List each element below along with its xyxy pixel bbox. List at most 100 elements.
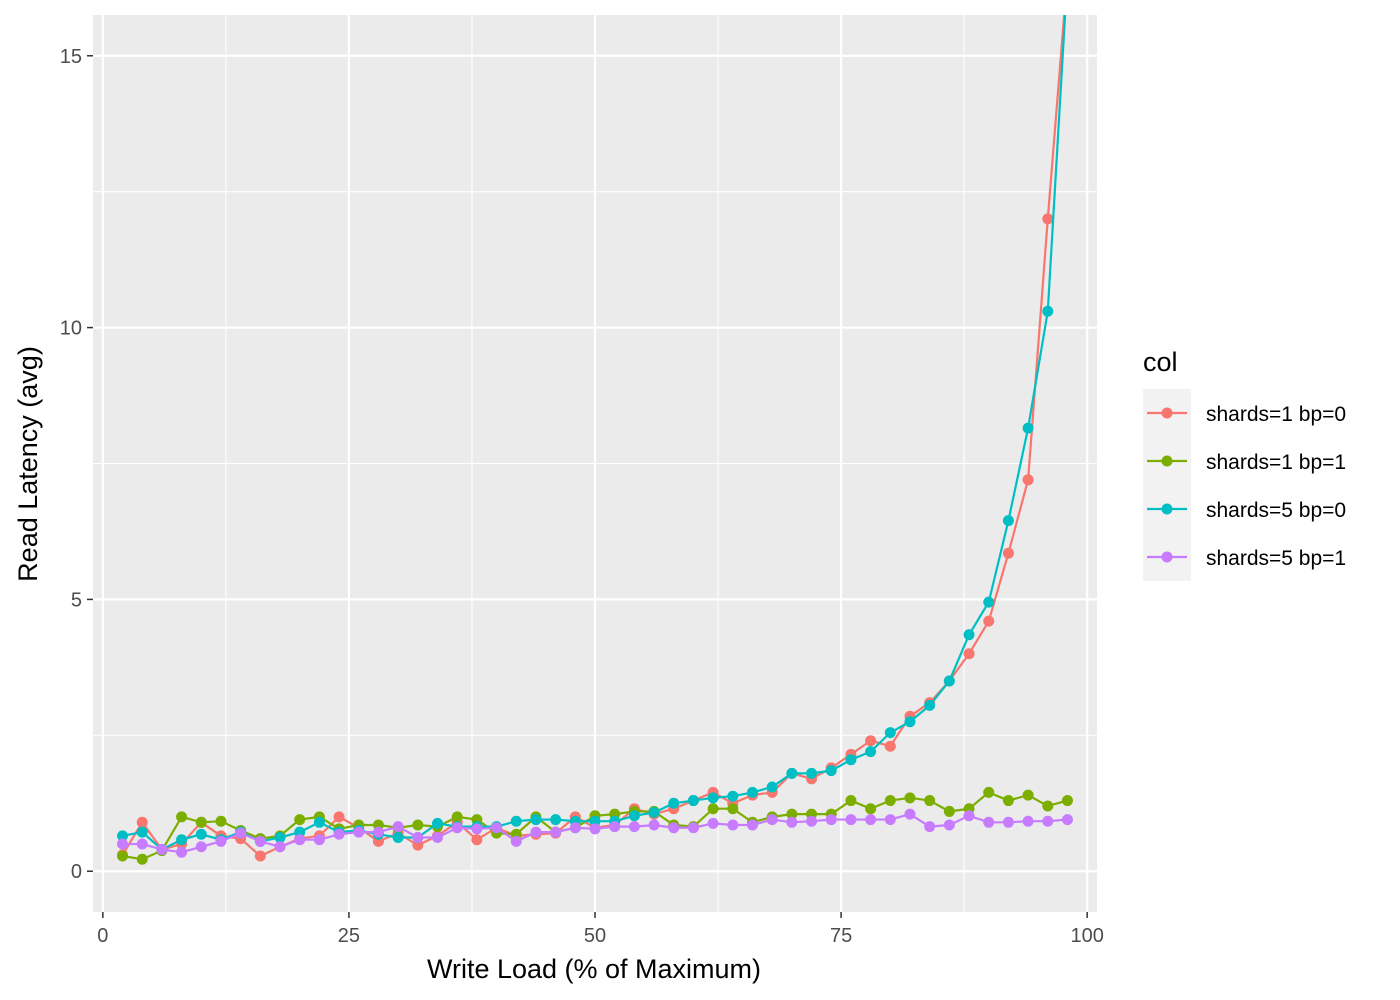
data-point <box>865 746 877 758</box>
data-point <box>136 816 148 828</box>
data-point <box>215 815 227 827</box>
data-point <box>727 790 739 802</box>
data-point <box>313 834 325 846</box>
data-point <box>727 819 739 831</box>
y-axis-title: Read Latency (avg) <box>13 346 43 582</box>
grid-lines <box>93 15 1097 912</box>
data-point <box>766 814 778 826</box>
data-point <box>451 811 463 823</box>
data-point <box>392 821 404 833</box>
x-tick-label: 25 <box>338 925 360 947</box>
axes: 0 25 50 75 100 0 5 10 15 <box>60 46 1104 947</box>
data-point <box>1002 795 1014 807</box>
legend-label: shards=1 bp=1 <box>1206 451 1346 474</box>
y-tick-label: 15 <box>60 46 82 68</box>
data-point <box>904 716 916 728</box>
data-point <box>1002 515 1014 527</box>
data-point <box>372 826 384 838</box>
data-point <box>786 816 798 828</box>
data-point <box>668 822 680 834</box>
x-tick-label: 100 <box>1070 925 1103 947</box>
data-point <box>156 843 168 855</box>
data-point <box>865 735 877 747</box>
data-point <box>746 786 758 798</box>
legend-label: shards=5 bp=1 <box>1206 547 1346 570</box>
data-point <box>294 834 306 846</box>
legend-item: shards=5 bp=1 <box>1147 547 1346 570</box>
data-point <box>353 826 365 838</box>
data-point <box>687 795 699 807</box>
data-point <box>648 819 660 831</box>
data-point <box>451 822 463 834</box>
series-3 <box>117 15 1067 855</box>
data-point <box>1022 789 1034 801</box>
data-point <box>117 838 129 850</box>
data-point <box>865 814 877 826</box>
data-point <box>904 808 916 820</box>
data-point <box>1042 305 1054 317</box>
data-point <box>1061 814 1073 826</box>
x-tick-label: 75 <box>830 925 852 947</box>
data-point <box>550 826 562 838</box>
data-point <box>195 841 207 853</box>
data-point <box>845 814 857 826</box>
data-point <box>412 819 424 831</box>
data-point <box>136 838 148 850</box>
data-point <box>1061 795 1073 807</box>
legend-key-background <box>1143 389 1191 581</box>
data-point <box>825 814 837 826</box>
data-point <box>530 814 542 826</box>
data-point <box>746 819 758 831</box>
data-point <box>766 781 778 793</box>
data-point <box>392 832 404 844</box>
data-point <box>845 795 857 807</box>
y-tick-label: 10 <box>60 318 82 340</box>
data-point <box>983 615 995 627</box>
legend-point-swatch <box>1161 407 1173 419</box>
data-point <box>412 839 424 851</box>
data-point <box>628 821 640 833</box>
data-point <box>1022 474 1034 486</box>
data-point <box>983 596 995 608</box>
legend-point-swatch <box>1161 503 1173 515</box>
data-point <box>648 807 660 819</box>
data-point <box>432 832 444 844</box>
data-point <box>1042 815 1054 827</box>
data-point <box>904 792 916 804</box>
data-point <box>1002 816 1014 828</box>
legend-item: shards=5 bp=0 <box>1147 499 1346 522</box>
y-tick-label: 0 <box>71 861 82 883</box>
data-point <box>707 817 719 829</box>
legend-item: shards=1 bp=0 <box>1147 403 1346 426</box>
data-point <box>510 835 522 847</box>
data-point <box>943 819 955 831</box>
data-point <box>117 830 129 842</box>
data-point <box>195 828 207 840</box>
data-point <box>924 699 936 711</box>
data-point <box>569 822 581 834</box>
data-point <box>786 767 798 779</box>
data-point <box>943 675 955 687</box>
data-point <box>963 648 975 660</box>
data-point <box>294 814 306 826</box>
data-point <box>1002 547 1014 559</box>
data-point <box>983 816 995 828</box>
data-point <box>668 797 680 809</box>
x-axis-title: Write Load (% of Maximum) <box>427 954 761 984</box>
data-point <box>510 815 522 827</box>
data-point <box>117 850 129 862</box>
data-point <box>825 765 837 777</box>
data-point <box>924 821 936 833</box>
x-tick-label: 50 <box>584 925 606 947</box>
data-point <box>707 792 719 804</box>
data-point <box>471 823 483 835</box>
data-point <box>707 803 719 815</box>
y-tick-label: 5 <box>71 589 82 611</box>
data-point <box>550 814 562 826</box>
data-point <box>589 823 601 835</box>
data-point <box>491 822 503 834</box>
data-point <box>983 786 995 798</box>
legend-point-swatch <box>1161 551 1173 563</box>
data-point <box>530 826 542 838</box>
